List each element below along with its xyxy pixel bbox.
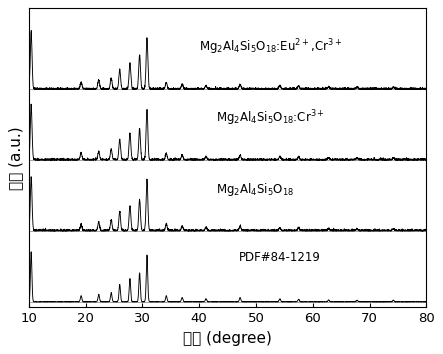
Text: Mg$_2$Al$_4$Si$_5$O$_{18}$:Eu$^{2+}$,Cr$^{3+}$: Mg$_2$Al$_4$Si$_5$O$_{18}$:Eu$^{2+}$,Cr$… — [199, 38, 342, 57]
Text: PDF#84-1219: PDF#84-1219 — [239, 251, 321, 264]
Text: Mg$_2$Al$_4$Si$_5$O$_{18}$:Cr$^{3+}$: Mg$_2$Al$_4$Si$_5$O$_{18}$:Cr$^{3+}$ — [216, 109, 325, 128]
Y-axis label: 强度 (a.u.): 强度 (a.u.) — [8, 126, 23, 190]
X-axis label: 度数 (degree): 度数 (degree) — [183, 331, 272, 346]
Text: Mg$_2$Al$_4$Si$_5$O$_{18}$: Mg$_2$Al$_4$Si$_5$O$_{18}$ — [216, 181, 294, 198]
